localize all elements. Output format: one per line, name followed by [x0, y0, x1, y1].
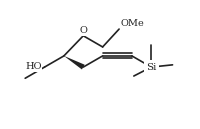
- Text: O: O: [79, 26, 87, 35]
- Text: OMe: OMe: [120, 19, 144, 28]
- Text: HO: HO: [25, 62, 41, 71]
- Polygon shape: [64, 56, 85, 69]
- Text: Si: Si: [146, 63, 157, 72]
